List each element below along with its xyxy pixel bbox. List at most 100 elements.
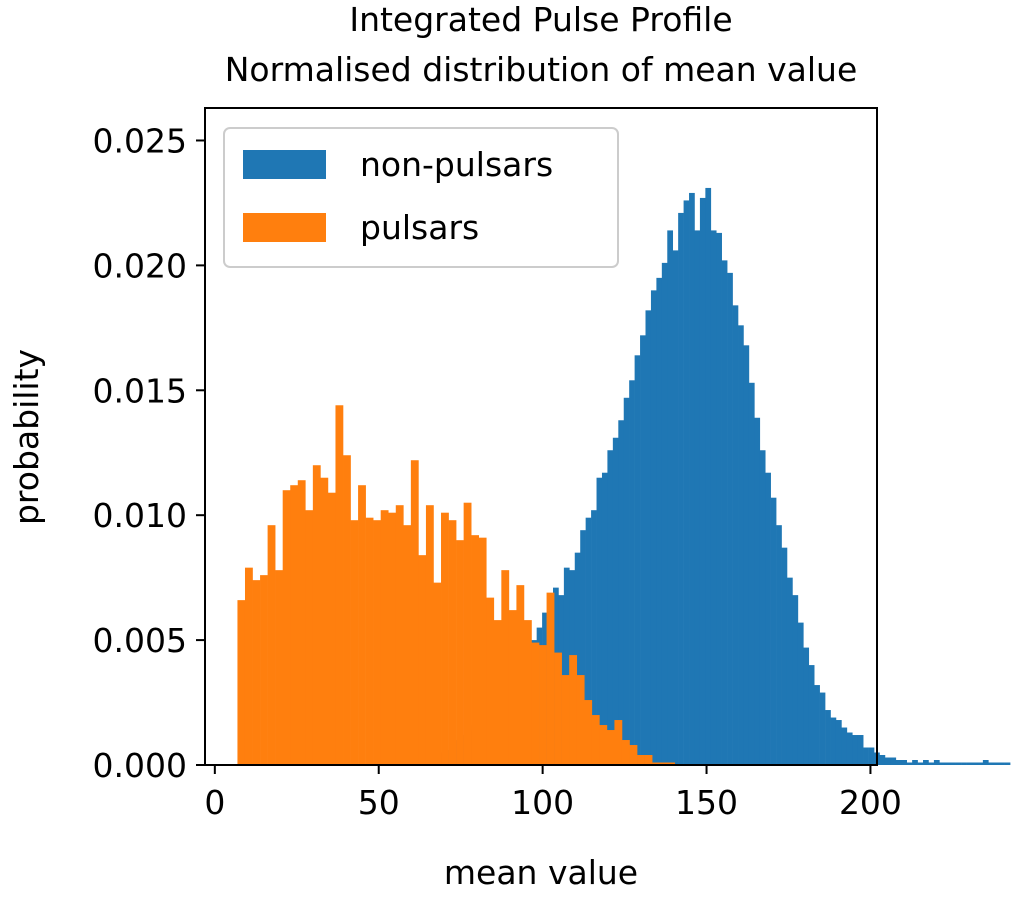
bar-non-pulsars [661,262,668,765]
bar-non-pulsars [808,665,815,765]
bar-non-pulsars [656,277,663,765]
bar-non-pulsars [607,450,614,765]
x-tick-label: 0 [204,783,225,822]
y-axis-label: probability [7,349,46,525]
bar-pulsars [463,502,472,765]
bar-pulsars [267,525,276,765]
bar-non-pulsars [650,290,657,765]
bar-non-pulsars [999,762,1005,765]
bar-pulsars [244,567,253,765]
bar-pulsars [312,465,321,765]
bar-pulsars [410,460,419,765]
bar-non-pulsars [596,477,603,765]
bar-pulsars [282,490,291,765]
bar-pulsars [584,700,593,765]
legend-swatch-non-pulsars [243,150,326,179]
bar-non-pulsars [786,577,793,765]
bar-non-pulsars [825,710,831,765]
bar-pulsars [576,675,585,765]
bar-pulsars [320,477,329,765]
bar-pulsars [290,485,299,765]
bar-pulsars [554,652,562,765]
bar-non-pulsars [830,717,837,765]
bar-non-pulsars [732,305,739,765]
bar-non-pulsars [667,230,674,765]
bar-pulsars [614,720,623,765]
bar-pulsars [516,585,525,765]
bar-pulsars [305,510,314,765]
bar-non-pulsars [585,517,592,765]
bar-non-pulsars [879,755,886,765]
bar-pulsars [456,540,464,765]
legend-label-non-pulsars: non-pulsars [360,145,553,184]
x-tick-label: 50 [358,783,400,822]
bar-pulsars [621,740,630,765]
bar-pulsars [659,762,668,765]
bar-non-pulsars [906,762,913,765]
bar-pulsars [546,592,555,765]
bar-pulsars [637,755,645,765]
bar-non-pulsars [689,192,695,765]
bar-non-pulsars [776,525,782,765]
bar-pulsars [629,745,638,765]
bar-non-pulsars [939,762,946,765]
bar-non-pulsars [574,552,581,765]
bar-non-pulsars [721,260,728,765]
bar-pulsars [252,580,261,765]
bar-pulsars [486,597,495,765]
legend-label-pulsars: pulsars [360,208,479,247]
bar-non-pulsars [694,230,701,765]
bar-non-pulsars [993,762,1000,765]
bar-pulsars [569,655,578,765]
bar-pulsars [441,512,449,765]
bar-pulsars [448,520,457,765]
bar-pulsars [493,620,502,765]
bar-non-pulsars [950,762,956,765]
bar-pulsars [260,575,268,765]
bar-non-pulsars [645,310,652,765]
bar-non-pulsars [852,735,859,765]
bar-non-pulsars [988,762,995,765]
y-axis: 0.000 0.005 0.010 0.015 0.020 0.025 [93,121,205,785]
bar-non-pulsars [977,762,984,765]
bar-pulsars [561,675,570,765]
bar-pulsars [365,517,374,765]
bar-pulsars [531,642,540,765]
x-tick-label: 100 [511,783,574,822]
bar-non-pulsars [955,762,962,765]
bar-pulsars [606,730,615,765]
bar-non-pulsars [781,547,788,765]
x-axis: 0 50 100 150 200 [204,765,902,822]
bar-pulsars [335,405,344,765]
bar-pulsars [523,620,532,765]
legend-swatch-pulsars [243,213,326,242]
bar-non-pulsars [933,760,940,765]
bar-non-pulsars [563,567,570,765]
bar-non-pulsars [683,200,690,765]
bar-non-pulsars [814,685,820,765]
y-tick-label: 0.000 [93,746,187,785]
bar-non-pulsars [912,760,918,765]
bar-non-pulsars [917,762,924,765]
series-pulsars [237,405,676,765]
bar-pulsars [358,485,366,765]
bar-non-pulsars [803,647,810,765]
bar-non-pulsars [966,762,973,765]
y-tick-label: 0.015 [93,371,187,410]
y-tick-label: 0.005 [93,621,187,660]
bar-pulsars [652,762,660,765]
bar-non-pulsars [944,762,951,765]
bar-non-pulsars [678,212,684,766]
bar-non-pulsars [759,450,766,765]
bar-pulsars [327,492,336,765]
bar-pulsars [667,762,676,765]
bars-layer [237,187,1011,766]
plot-frame [204,107,878,766]
bar-non-pulsars [710,230,717,765]
bar-pulsars [237,600,246,765]
bar-pulsars [275,570,283,765]
bar-non-pulsars [738,325,744,765]
bar-pulsars [539,645,547,765]
bar-non-pulsars [612,437,619,765]
bar-pulsars [599,725,608,765]
